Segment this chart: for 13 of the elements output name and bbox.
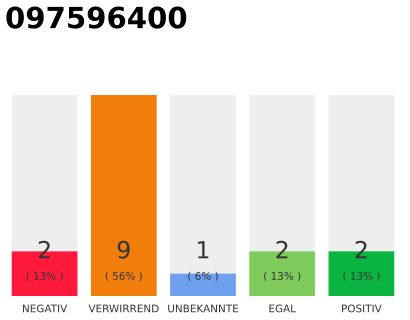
x-tick-label: NEGATIV xyxy=(22,304,68,312)
chart-title: 097596400 xyxy=(6,6,186,29)
annotation: ( 6% ) xyxy=(188,272,218,282)
x-tick-label: UNBEKANNTE xyxy=(168,304,238,312)
annotation: ( 13% ) xyxy=(264,272,300,282)
x-tick-label: POSITIV xyxy=(342,304,382,312)
data-label: 9 xyxy=(118,240,130,259)
annotation: ( 13% ) xyxy=(26,272,63,282)
x-tick-label: VERWIRREND xyxy=(88,304,159,312)
annotation: ( 13% ) xyxy=(343,272,380,282)
data-label: 1 xyxy=(198,241,208,258)
annotation: ( 56% ) xyxy=(106,272,142,282)
x-tick-label: EGAL xyxy=(269,304,296,312)
